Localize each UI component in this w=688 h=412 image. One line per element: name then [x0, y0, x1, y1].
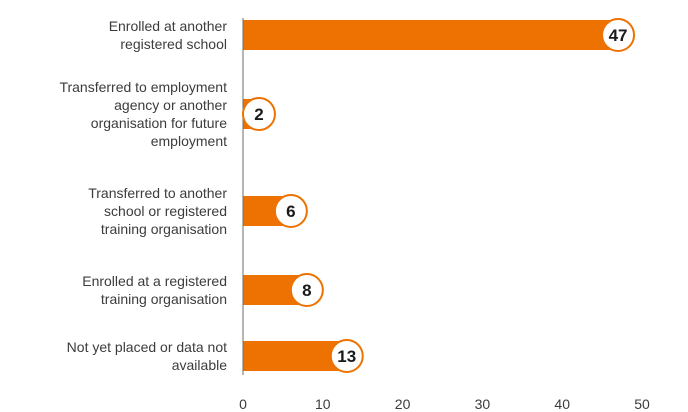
category-label: Enrolled at another: [109, 18, 228, 34]
bar: [243, 341, 347, 371]
bar: [243, 20, 619, 50]
value-label: 2: [254, 105, 263, 124]
value-label: 13: [337, 347, 356, 366]
x-tick-label: 0: [239, 396, 247, 412]
value-bubble: [273, 194, 308, 228]
category-label: school or registered: [104, 203, 227, 219]
value-label: 47: [609, 26, 628, 45]
category-label: training organisation: [101, 221, 227, 237]
x-axis: 0 10 20 30 40 50: [239, 18, 650, 412]
category-label: Enrolled at a registered: [82, 273, 227, 289]
category-label: organisation for future: [91, 115, 227, 131]
category-labels: Enrolled at another registered school Tran…: [59, 18, 227, 373]
value-labels: 47 2 6 8 13: [241, 18, 636, 373]
value-bubble: [601, 18, 636, 52]
category-label: registered school: [120, 36, 227, 52]
category-label: Transferred to another: [88, 185, 227, 201]
x-tick-label: 20: [395, 396, 411, 412]
value-bubble: [241, 97, 276, 131]
x-tick-label: 30: [475, 396, 491, 412]
x-tick-label: 40: [554, 396, 570, 412]
category-label: Transferred to employment: [59, 79, 227, 95]
category-label: agency or another: [114, 97, 227, 113]
category-label: Not yet placed or data not: [67, 339, 227, 355]
x-tick-label: 50: [634, 396, 650, 412]
value-label: 6: [286, 202, 295, 221]
value-bubble: [329, 339, 364, 373]
category-label: available: [172, 357, 227, 373]
category-label: employment: [151, 133, 227, 149]
value-bubble: [289, 273, 324, 307]
value-label: 8: [302, 281, 311, 300]
x-tick-label: 10: [315, 396, 331, 412]
bars-group: [243, 20, 619, 371]
category-label: training organisation: [101, 291, 227, 307]
